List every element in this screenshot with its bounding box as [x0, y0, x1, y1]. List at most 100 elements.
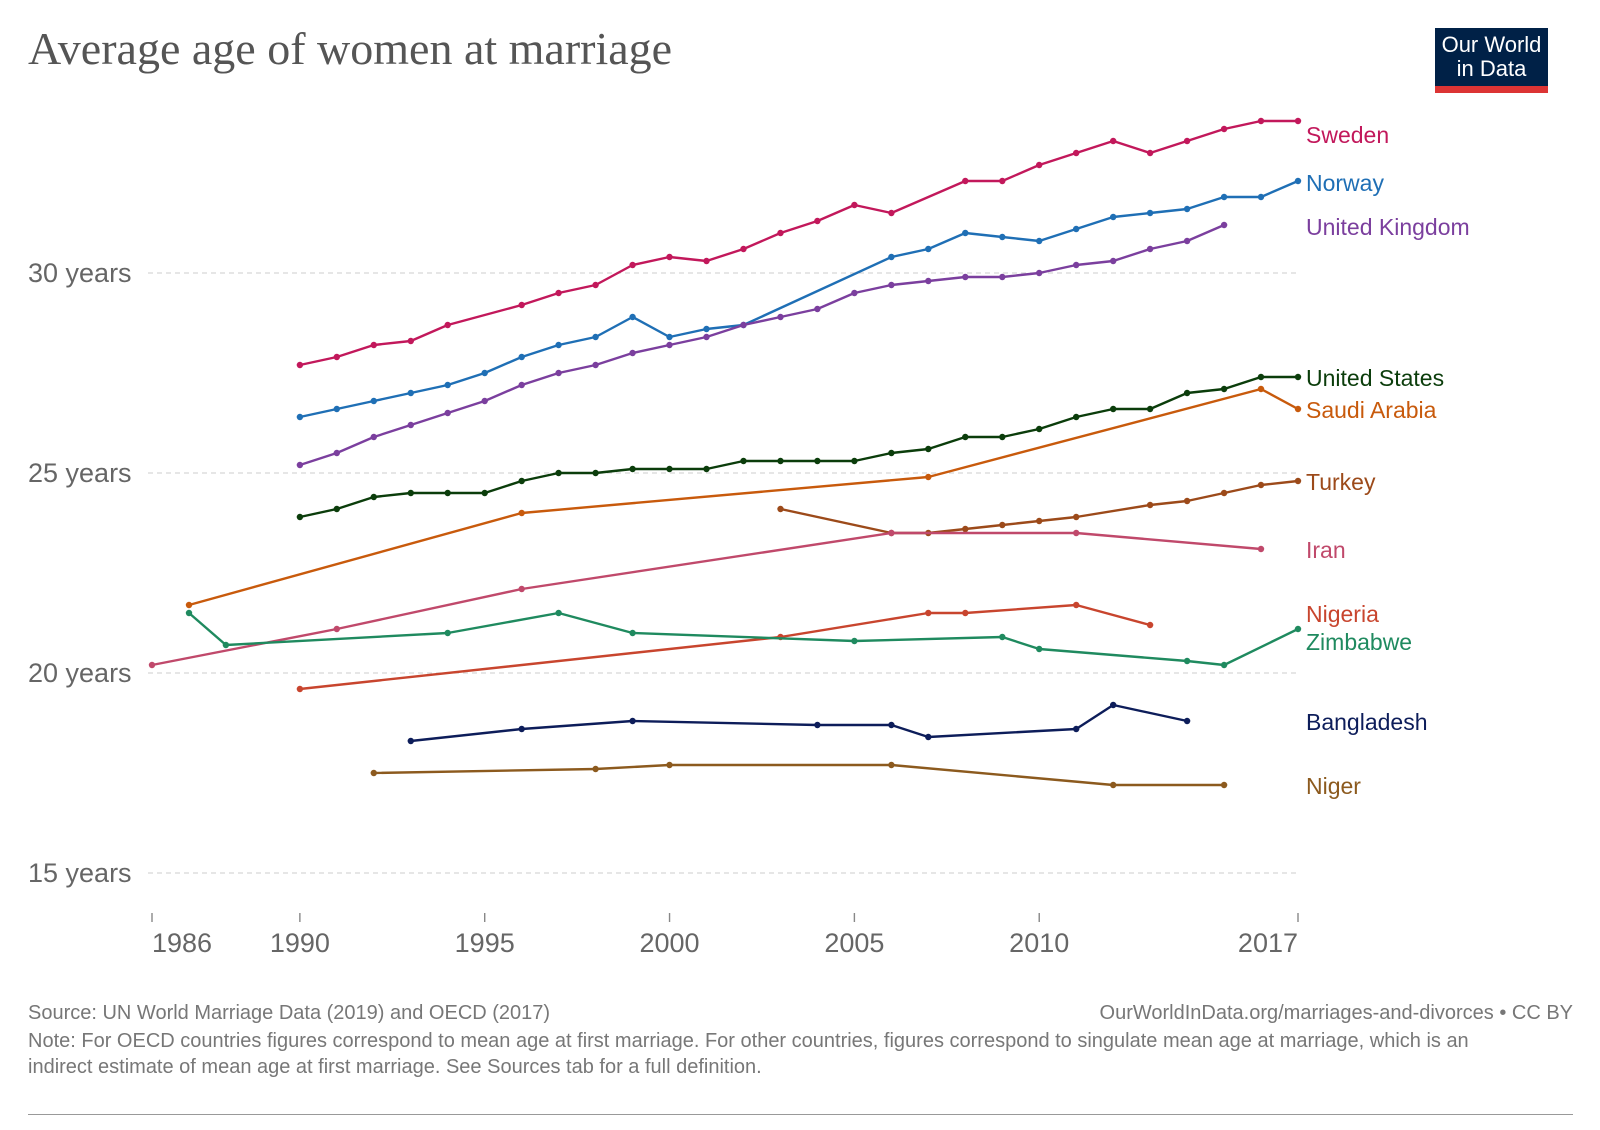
- data-point-norway-1993: [407, 389, 414, 397]
- data-point-saudi-arabia-2007: [925, 473, 932, 481]
- data-point-united-states-2015: [1220, 385, 1228, 393]
- data-point-sweden-2004: [814, 217, 821, 225]
- data-point-united-kingdom-1996: [518, 381, 525, 389]
- data-point-united-states-1994: [444, 489, 451, 497]
- data-point-sweden-2001: [703, 257, 710, 265]
- data-point-united-states-2014: [1183, 389, 1191, 397]
- data-point-turkey-2009: [999, 521, 1006, 529]
- y-tick-label-15: 15 years: [28, 858, 132, 888]
- data-point-iran-1986: [148, 661, 156, 669]
- data-point-norway-2008: [962, 229, 969, 237]
- data-point-turkey-2015: [1220, 489, 1228, 497]
- data-point-united-kingdom-1992: [370, 433, 377, 441]
- y-tick-label-20: 20 years: [28, 658, 132, 688]
- data-point-niger-2000: [666, 761, 673, 769]
- data-point-niger-2006: [888, 761, 895, 769]
- data-point-sweden-1999: [629, 261, 636, 269]
- data-point-united-kingdom-2013: [1146, 245, 1154, 253]
- data-point-united-kingdom-2007: [925, 277, 932, 285]
- series-line-niger: [373, 763, 1225, 787]
- data-point-sweden-2013: [1146, 149, 1154, 157]
- data-point-turkey-2010: [1036, 517, 1043, 525]
- data-point-united-kingdom-2011: [1073, 261, 1080, 269]
- data-point-norway-1991: [333, 405, 340, 413]
- data-point-united-states-1996: [518, 477, 525, 485]
- series-label-bangladesh: Bangladesh: [1306, 709, 1428, 735]
- data-point-united-states-2008: [962, 433, 969, 441]
- series-label-sweden: Sweden: [1306, 122, 1389, 148]
- data-point-nigeria-2013: [1146, 621, 1154, 629]
- series-label-united-states: United States: [1306, 365, 1444, 391]
- data-point-norway-2001: [703, 325, 710, 333]
- source-link[interactable]: OurWorldInData.org/marriages-and-divorce…: [1099, 1002, 1573, 1024]
- logo-line-2: in Data: [1456, 56, 1527, 81]
- data-point-sweden-2010: [1036, 161, 1043, 169]
- data-point-norway-2014: [1183, 205, 1191, 213]
- data-point-bangladesh-1996: [518, 725, 525, 733]
- data-point-sweden-2008: [962, 177, 969, 185]
- data-point-united-states-2007: [925, 445, 932, 453]
- data-point-sweden-1992: [370, 341, 377, 349]
- data-point-norway-1998: [592, 333, 599, 341]
- data-point-united-kingdom-1998: [592, 361, 599, 369]
- data-point-united-states-1998: [592, 469, 599, 477]
- data-point-norway-1994: [444, 381, 451, 389]
- x-tick-label-1986: 1986: [152, 928, 212, 958]
- series-label-united-kingdom: United Kingdom: [1306, 214, 1470, 240]
- data-point-sweden-2005: [851, 201, 858, 209]
- logo-accent-bar: [1435, 86, 1548, 93]
- data-point-norway-2010: [1036, 237, 1043, 245]
- data-point-turkey-2014: [1183, 497, 1191, 505]
- x-tick-label-2000: 2000: [640, 928, 700, 958]
- data-point-norway-2015: [1220, 193, 1228, 201]
- data-point-zimbabwe-1987: [185, 609, 193, 617]
- data-point-zimbabwe-2014: [1183, 657, 1191, 665]
- data-point-turkey-2013: [1146, 501, 1154, 509]
- data-point-united-kingdom-1997: [555, 369, 562, 377]
- data-point-nigeria-2007: [925, 609, 932, 617]
- data-point-niger-1992: [370, 769, 377, 777]
- data-point-united-kingdom-2015: [1220, 221, 1228, 229]
- series-line-turkey: [780, 479, 1299, 535]
- data-point-norway-2017: [1294, 177, 1302, 185]
- data-point-united-states-2009: [999, 433, 1006, 441]
- data-point-niger-2012: [1110, 781, 1117, 789]
- data-point-united-kingdom-1991: [333, 449, 340, 457]
- data-point-norway-2012: [1110, 213, 1117, 221]
- data-point-iran-1996: [518, 585, 525, 593]
- series-line-bangladesh: [410, 703, 1188, 743]
- data-point-united-kingdom-1995: [481, 397, 488, 405]
- data-point-sweden-1994: [444, 321, 451, 329]
- data-point-united-kingdom-2001: [703, 333, 710, 341]
- data-point-united-states-2004: [814, 457, 821, 465]
- data-point-united-states-2017: [1294, 373, 1302, 381]
- data-point-united-kingdom-2003: [777, 313, 784, 321]
- data-point-united-kingdom-2004: [814, 305, 821, 313]
- data-point-sweden-1998: [592, 281, 599, 289]
- data-point-sweden-2014: [1183, 137, 1191, 145]
- data-point-norway-1992: [370, 397, 377, 405]
- data-point-united-states-1999: [629, 465, 636, 473]
- data-point-turkey-2011: [1073, 513, 1080, 521]
- data-point-nigeria-1990: [296, 685, 304, 693]
- data-point-zimbabwe-2017: [1294, 625, 1302, 633]
- data-point-sweden-1993: [407, 337, 414, 345]
- data-point-bangladesh-2011: [1073, 725, 1080, 733]
- data-point-bangladesh-1999: [629, 717, 636, 725]
- data-point-norway-2000: [666, 333, 673, 341]
- data-point-norway-2009: [999, 233, 1006, 241]
- chart-title: Average age of women at marriage: [28, 23, 673, 74]
- data-point-nigeria-2011: [1073, 601, 1080, 609]
- owid-logo[interactable]: Our World in Data: [1435, 28, 1548, 93]
- logo-line-1: Our World: [1441, 32, 1542, 57]
- data-point-sweden-2011: [1073, 149, 1080, 157]
- data-point-sweden-2003: [777, 229, 784, 237]
- series-line-iran: [151, 531, 1262, 667]
- series-label-saudi-arabia: Saudi Arabia: [1306, 397, 1437, 423]
- data-point-sweden-2002: [740, 245, 747, 253]
- data-point-united-states-2016: [1257, 373, 1265, 381]
- data-point-nigeria-2008: [962, 609, 969, 617]
- series-line-nigeria: [299, 603, 1151, 691]
- x-tick-label-1995: 1995: [455, 928, 515, 958]
- data-point-iran-2016: [1257, 545, 1265, 553]
